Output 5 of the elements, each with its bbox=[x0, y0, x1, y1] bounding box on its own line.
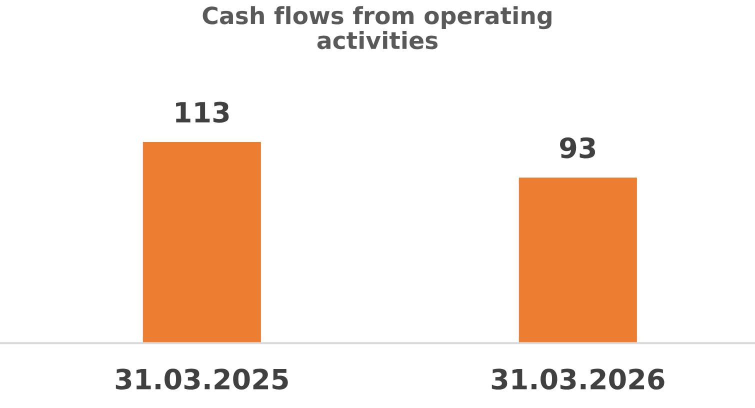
data-label: 93 bbox=[560, 137, 596, 158]
chart-title: Cash flows from operating activities bbox=[202, 6, 552, 50]
x-tick-label: 31.03.2026 bbox=[492, 368, 664, 390]
x-tick-label: 31.03.2025 bbox=[116, 368, 288, 390]
data-label: 113 bbox=[176, 102, 229, 123]
